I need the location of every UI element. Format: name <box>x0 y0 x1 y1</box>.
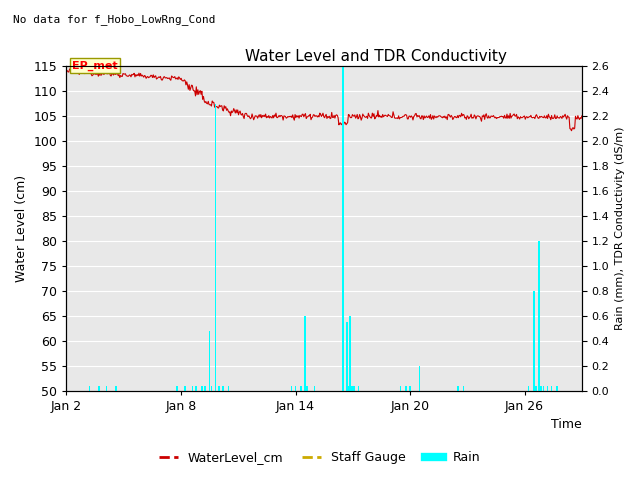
Bar <box>538 241 540 391</box>
Bar <box>204 386 205 391</box>
Bar <box>410 386 411 391</box>
Text: No data for f_Hobo_LowRng_Cond: No data for f_Hobo_LowRng_Cond <box>13 14 215 25</box>
Bar <box>463 386 464 391</box>
Bar <box>228 386 230 391</box>
Bar <box>547 386 548 391</box>
Bar <box>457 386 458 391</box>
Bar <box>540 386 541 391</box>
Bar <box>348 386 349 391</box>
Bar <box>195 386 197 391</box>
Bar <box>346 322 348 391</box>
X-axis label: Time: Time <box>551 419 582 432</box>
Bar <box>106 386 108 391</box>
Bar <box>209 331 211 391</box>
Bar <box>354 386 355 391</box>
Bar <box>533 291 535 391</box>
Text: EP_met: EP_met <box>72 60 118 71</box>
Bar <box>301 386 302 391</box>
Bar <box>419 366 420 391</box>
Legend: WaterLevel_cm, Staff Gauge, Rain: WaterLevel_cm, Staff Gauge, Rain <box>154 446 486 469</box>
Bar <box>350 386 351 391</box>
Bar <box>535 386 537 391</box>
Bar <box>184 386 186 391</box>
Bar <box>400 386 401 391</box>
Bar <box>98 386 100 391</box>
Bar <box>406 386 407 391</box>
Bar <box>218 386 220 391</box>
Bar <box>352 386 353 391</box>
Bar <box>349 316 351 391</box>
Bar <box>306 386 308 391</box>
Bar <box>291 386 292 391</box>
Bar <box>115 386 117 391</box>
Bar <box>358 386 359 391</box>
Bar <box>314 386 316 391</box>
Bar <box>543 386 545 391</box>
Bar <box>191 386 193 391</box>
Bar <box>201 386 203 391</box>
Bar <box>527 386 529 391</box>
Bar <box>295 386 296 391</box>
Bar <box>222 386 224 391</box>
Bar <box>342 66 344 391</box>
Bar <box>550 386 552 391</box>
Y-axis label: Water Level (cm): Water Level (cm) <box>15 175 28 282</box>
Bar <box>177 386 178 391</box>
Title: Water Level and TDR Conductivity: Water Level and TDR Conductivity <box>244 48 507 63</box>
Bar <box>556 386 558 391</box>
Bar <box>211 386 212 391</box>
Bar <box>304 316 306 391</box>
Bar <box>214 104 216 391</box>
Bar <box>88 386 90 391</box>
Y-axis label: Rain (mm), TDR Conductivity (dS/m): Rain (mm), TDR Conductivity (dS/m) <box>615 127 625 330</box>
